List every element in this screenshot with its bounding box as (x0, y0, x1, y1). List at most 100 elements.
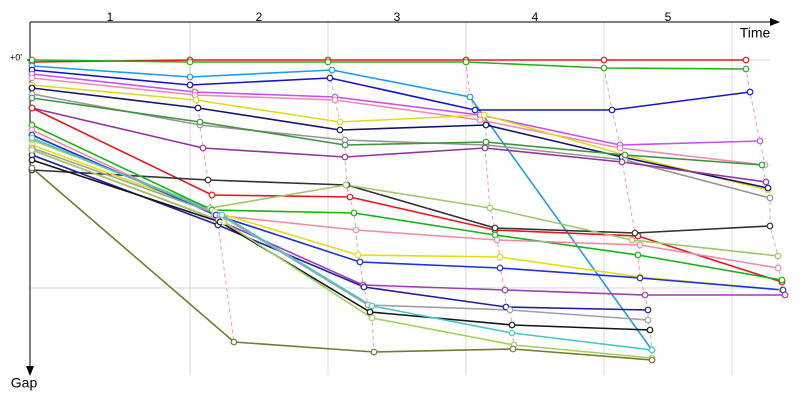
point (354, 251, 362, 259)
point (186, 73, 194, 81)
lap-label: 1 (107, 10, 114, 24)
point (186, 58, 194, 66)
point (28, 156, 36, 164)
y-axis-label: Gap (11, 375, 38, 391)
point (368, 302, 376, 310)
point (491, 224, 499, 232)
point (644, 316, 652, 324)
series-line (31, 139, 779, 257)
point (352, 226, 360, 234)
point (328, 66, 336, 74)
point (608, 106, 616, 114)
point (331, 96, 339, 104)
point (646, 326, 654, 334)
point (644, 306, 652, 314)
point (766, 194, 774, 202)
point (486, 204, 494, 212)
grid (30, 22, 770, 375)
point (508, 329, 516, 337)
point (342, 181, 350, 189)
point (648, 346, 656, 354)
point (324, 58, 332, 66)
series-line (31, 107, 767, 183)
point (481, 144, 489, 152)
point (341, 153, 349, 161)
point (600, 64, 608, 72)
point (600, 56, 608, 64)
point (509, 345, 517, 353)
y-axis-arrow (26, 366, 34, 376)
series-line (31, 169, 771, 234)
point (208, 191, 216, 199)
series-line (31, 84, 769, 191)
point (493, 236, 501, 244)
point (618, 158, 626, 166)
y-tick-label: +0' (10, 52, 22, 62)
point (336, 118, 344, 126)
series-lines (31, 59, 785, 361)
point (508, 321, 516, 329)
point (218, 211, 226, 219)
point (341, 141, 349, 149)
point (199, 144, 207, 152)
point (628, 236, 636, 244)
point (28, 84, 36, 92)
point (346, 193, 354, 201)
point (648, 356, 656, 364)
point (476, 116, 484, 124)
series-line (31, 59, 746, 63)
series-line (31, 97, 763, 166)
point (766, 222, 774, 230)
point (28, 94, 36, 102)
point (28, 146, 36, 154)
series-line (31, 134, 784, 291)
x-axis-label: Time (740, 25, 771, 41)
point (641, 291, 649, 299)
series-line (31, 124, 783, 281)
series-line (31, 73, 761, 146)
point (764, 184, 772, 192)
point (781, 291, 789, 299)
point (204, 176, 212, 184)
point (742, 65, 750, 73)
point (636, 274, 644, 282)
point (631, 229, 639, 237)
point (621, 151, 629, 159)
point (482, 121, 490, 129)
point (506, 306, 514, 314)
point (462, 58, 470, 66)
point (501, 286, 509, 294)
lap-label: 5 (665, 10, 672, 24)
point (496, 264, 504, 272)
point (368, 314, 376, 322)
point (370, 348, 378, 356)
point (360, 283, 368, 291)
point (366, 308, 374, 316)
point (194, 104, 202, 112)
point (496, 253, 504, 261)
point (356, 258, 364, 266)
point (186, 81, 194, 89)
point (326, 74, 334, 82)
point (756, 137, 764, 145)
point (350, 209, 358, 217)
point (466, 93, 474, 101)
point (636, 241, 644, 249)
point (28, 134, 36, 142)
point (28, 74, 36, 82)
point (220, 218, 228, 226)
point (28, 56, 36, 64)
point (742, 56, 750, 64)
point (616, 144, 624, 152)
point (762, 178, 770, 186)
lap-connector (745, 60, 786, 296)
point (471, 106, 479, 114)
series-line (31, 69, 751, 111)
point (28, 164, 36, 172)
x-axis-arrow (770, 18, 780, 26)
point (634, 251, 642, 259)
series-line (31, 77, 766, 166)
series-line (31, 129, 779, 269)
point (746, 88, 754, 96)
